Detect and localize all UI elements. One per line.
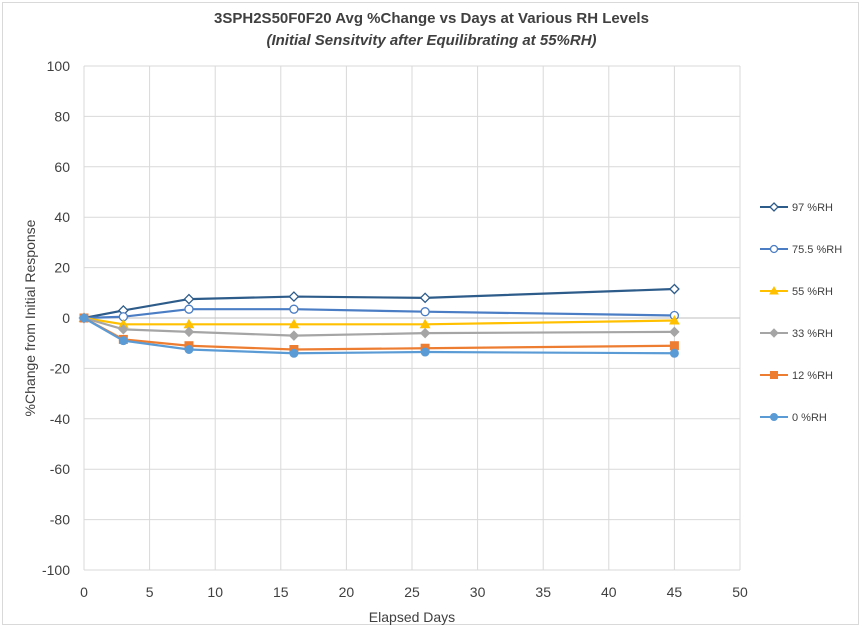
- data-point: [288, 318, 300, 329]
- y-tick-label: -20: [50, 360, 70, 376]
- x-axis-label: Elapsed Days: [369, 609, 455, 625]
- data-point: [288, 330, 300, 341]
- legend-label: 12 %RH: [792, 370, 833, 382]
- y-tick-label: -40: [50, 411, 70, 427]
- y-tick-label: -100: [42, 562, 70, 578]
- legend-marker: [769, 244, 779, 254]
- data-point: [669, 315, 680, 325]
- data-point: [183, 293, 195, 305]
- x-tick-label: 40: [601, 584, 617, 600]
- series-line-3: [83, 316, 675, 337]
- x-tick-label: 50: [732, 584, 748, 600]
- y-tick-label: 0: [62, 310, 70, 326]
- data-point: [419, 318, 431, 329]
- data-point: [419, 327, 431, 339]
- y-tick-label: 40: [54, 209, 70, 225]
- y-axis-label: %Change from Initial Response: [22, 219, 38, 416]
- data-point: [288, 291, 300, 302]
- x-tick-label: 10: [207, 584, 223, 600]
- legend-marker: [770, 371, 778, 379]
- series-line-5: [83, 317, 675, 355]
- x-tick-label: 15: [273, 584, 289, 600]
- legend-label: 0 %RH: [792, 412, 827, 424]
- y-tick-label: 60: [54, 159, 70, 175]
- legend-marker: [769, 285, 779, 295]
- legend-marker: [770, 413, 778, 421]
- legend-label: 55 %RH: [792, 286, 833, 298]
- data-point: [420, 347, 430, 357]
- data-point: [420, 307, 430, 317]
- x-tick-label: 35: [535, 584, 551, 600]
- x-tick-label: 45: [667, 584, 683, 600]
- legend-label: 97 %RH: [792, 202, 833, 214]
- series-line-0: [83, 287, 675, 320]
- y-tick-label: -80: [50, 512, 70, 528]
- legend-label: 75.5 %RH: [792, 244, 842, 256]
- legend: 97 %RH 75.5 %RH 55 %RH 33 %RH 12 %RH 0 %RH: [760, 202, 842, 424]
- x-tick-label: 30: [470, 584, 486, 600]
- legend-marker: [769, 202, 779, 212]
- data-point: [289, 348, 299, 358]
- data-point: [668, 283, 680, 295]
- chart-subtitle: (Initial Sensitvity after Equilibrating …: [266, 32, 597, 49]
- series-line-1: [83, 308, 675, 320]
- y-tick-label: -60: [50, 461, 70, 477]
- data-point: [184, 304, 194, 314]
- data-point: [183, 326, 195, 338]
- x-tick-label: 5: [146, 584, 154, 600]
- data-point: [289, 304, 299, 314]
- series-line-2: [83, 316, 675, 326]
- x-tick-label: 25: [404, 584, 420, 600]
- data-point: [184, 345, 194, 354]
- data-point: [669, 341, 679, 351]
- data-point: [118, 324, 129, 335]
- data-point: [669, 326, 680, 338]
- y-tick-label: 100: [47, 58, 71, 74]
- y-tick-label: 80: [54, 108, 70, 124]
- series-lines: [78, 283, 680, 358]
- tick-labels: 0 5 10 15 20 25 30 35 40 45 50 100 80 60 40 20 0 -20 -40 -6…: [42, 58, 748, 600]
- data-point: [669, 348, 679, 358]
- data-point: [118, 336, 128, 346]
- data-point: [79, 313, 89, 323]
- data-point: [419, 292, 431, 304]
- legend-marker: [769, 328, 779, 338]
- x-tick-label: 0: [80, 584, 88, 600]
- chart-title: 3SPH2S50F0F20 Avg %Change vs Days at Var…: [214, 10, 649, 27]
- x-tick-label: 20: [339, 584, 355, 600]
- legend-label: 33 %RH: [792, 328, 833, 340]
- y-tick-label: 20: [54, 260, 70, 276]
